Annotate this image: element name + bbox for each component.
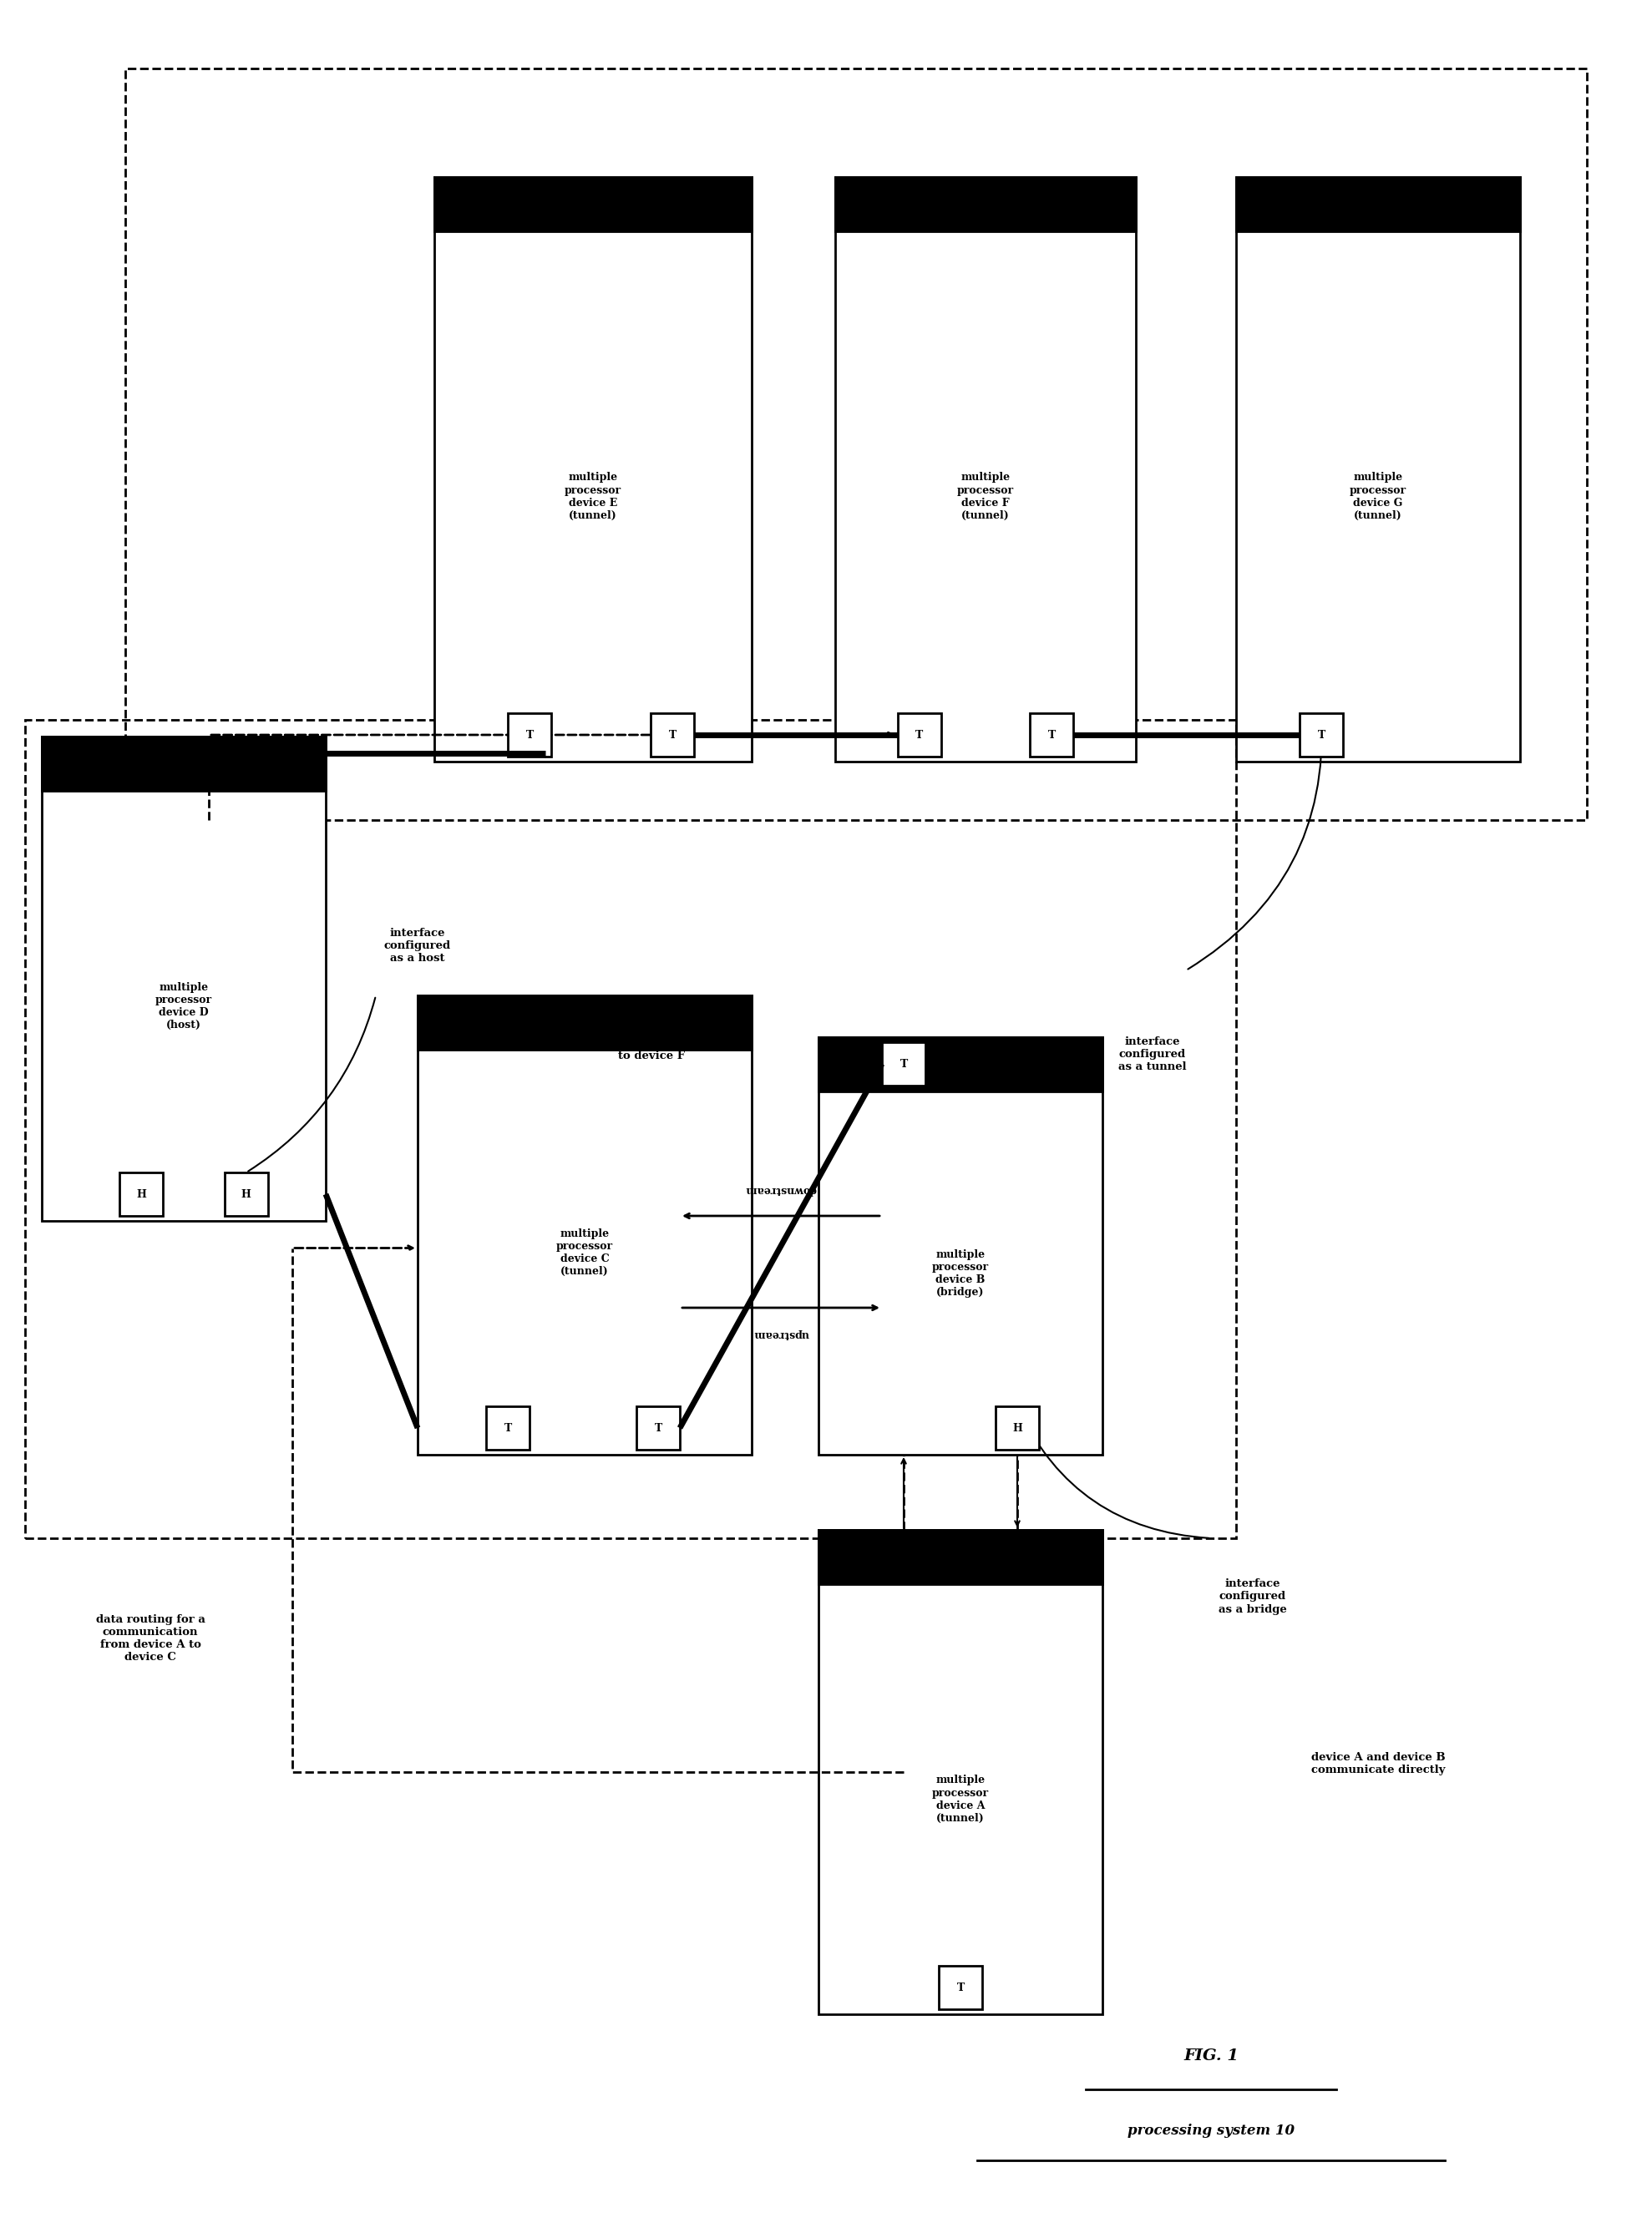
Text: interface
configured
as a bridge: interface configured as a bridge bbox=[1219, 1578, 1287, 1614]
Bar bbox=[836, 178, 1137, 231]
Bar bbox=[818, 1038, 1102, 1091]
Text: H: H bbox=[135, 1189, 145, 1200]
Bar bbox=[434, 178, 752, 231]
Bar bbox=[178, 778, 287, 887]
Text: T: T bbox=[669, 729, 676, 740]
Bar bbox=[818, 1529, 1102, 1585]
Bar bbox=[41, 736, 325, 791]
Text: upstream: upstream bbox=[753, 1329, 809, 1340]
Text: multiple
processor
device E
(tunnel): multiple processor device E (tunnel) bbox=[565, 471, 621, 520]
Bar bbox=[818, 1038, 1102, 1454]
Text: H: H bbox=[241, 1189, 251, 1200]
Text: multiple
processor
device D
(host): multiple processor device D (host) bbox=[155, 983, 211, 1029]
Text: device A and device B
communicate directly: device A and device B communicate direct… bbox=[1312, 1752, 1446, 1776]
Bar bbox=[486, 1407, 530, 1449]
Bar bbox=[1300, 714, 1343, 756]
Text: multiple
processor
device G
(tunnel): multiple processor device G (tunnel) bbox=[1350, 471, 1406, 520]
Text: data routing for a
communication
from device A to
device C: data routing for a communication from de… bbox=[96, 1614, 205, 1663]
Text: T: T bbox=[504, 1423, 512, 1434]
Bar bbox=[507, 714, 552, 756]
Bar bbox=[418, 996, 752, 1454]
Bar bbox=[225, 1172, 268, 1216]
Text: T: T bbox=[915, 729, 923, 740]
Bar bbox=[119, 1172, 164, 1216]
Text: interface
configured
as a tunnel: interface configured as a tunnel bbox=[1118, 1036, 1186, 1071]
Bar bbox=[882, 1043, 925, 1085]
Bar bbox=[126, 69, 1588, 820]
Text: data routing for a
communication
from device G
to device F: data routing for a communication from de… bbox=[596, 1014, 705, 1060]
Bar bbox=[25, 720, 1236, 1538]
Text: downstream: downstream bbox=[745, 1185, 816, 1196]
Text: FIG. 1: FIG. 1 bbox=[1183, 2047, 1239, 2063]
Bar bbox=[636, 1407, 681, 1449]
Bar bbox=[1029, 714, 1074, 756]
Text: multiple
processor
device F
(tunnel): multiple processor device F (tunnel) bbox=[957, 471, 1014, 520]
Bar bbox=[818, 1529, 1102, 2014]
Bar bbox=[836, 178, 1137, 762]
Bar bbox=[418, 996, 752, 1049]
Bar bbox=[1236, 178, 1520, 762]
Text: multiple
processor
device B
(bridge): multiple processor device B (bridge) bbox=[932, 1249, 990, 1298]
Text: T: T bbox=[1047, 729, 1056, 740]
Bar bbox=[41, 736, 325, 1220]
Text: multiple
processor
device A
(tunnel): multiple processor device A (tunnel) bbox=[932, 1774, 990, 1823]
Text: multiple
processor
device C
(tunnel): multiple processor device C (tunnel) bbox=[557, 1227, 613, 1276]
Text: T: T bbox=[525, 729, 534, 740]
Text: T: T bbox=[957, 1983, 965, 1994]
Bar bbox=[996, 1407, 1039, 1449]
Bar bbox=[1236, 178, 1520, 231]
Text: H: H bbox=[1013, 1423, 1023, 1434]
Text: interface
configured
as a host: interface configured as a host bbox=[385, 927, 451, 963]
Bar bbox=[897, 714, 942, 756]
Text: T: T bbox=[654, 1423, 662, 1434]
Bar bbox=[651, 714, 694, 756]
Bar bbox=[434, 178, 752, 762]
Text: T: T bbox=[1317, 729, 1325, 740]
Bar bbox=[938, 1965, 983, 2010]
Text: T: T bbox=[900, 1058, 907, 1069]
Text: processing system 10: processing system 10 bbox=[1127, 2123, 1295, 2139]
